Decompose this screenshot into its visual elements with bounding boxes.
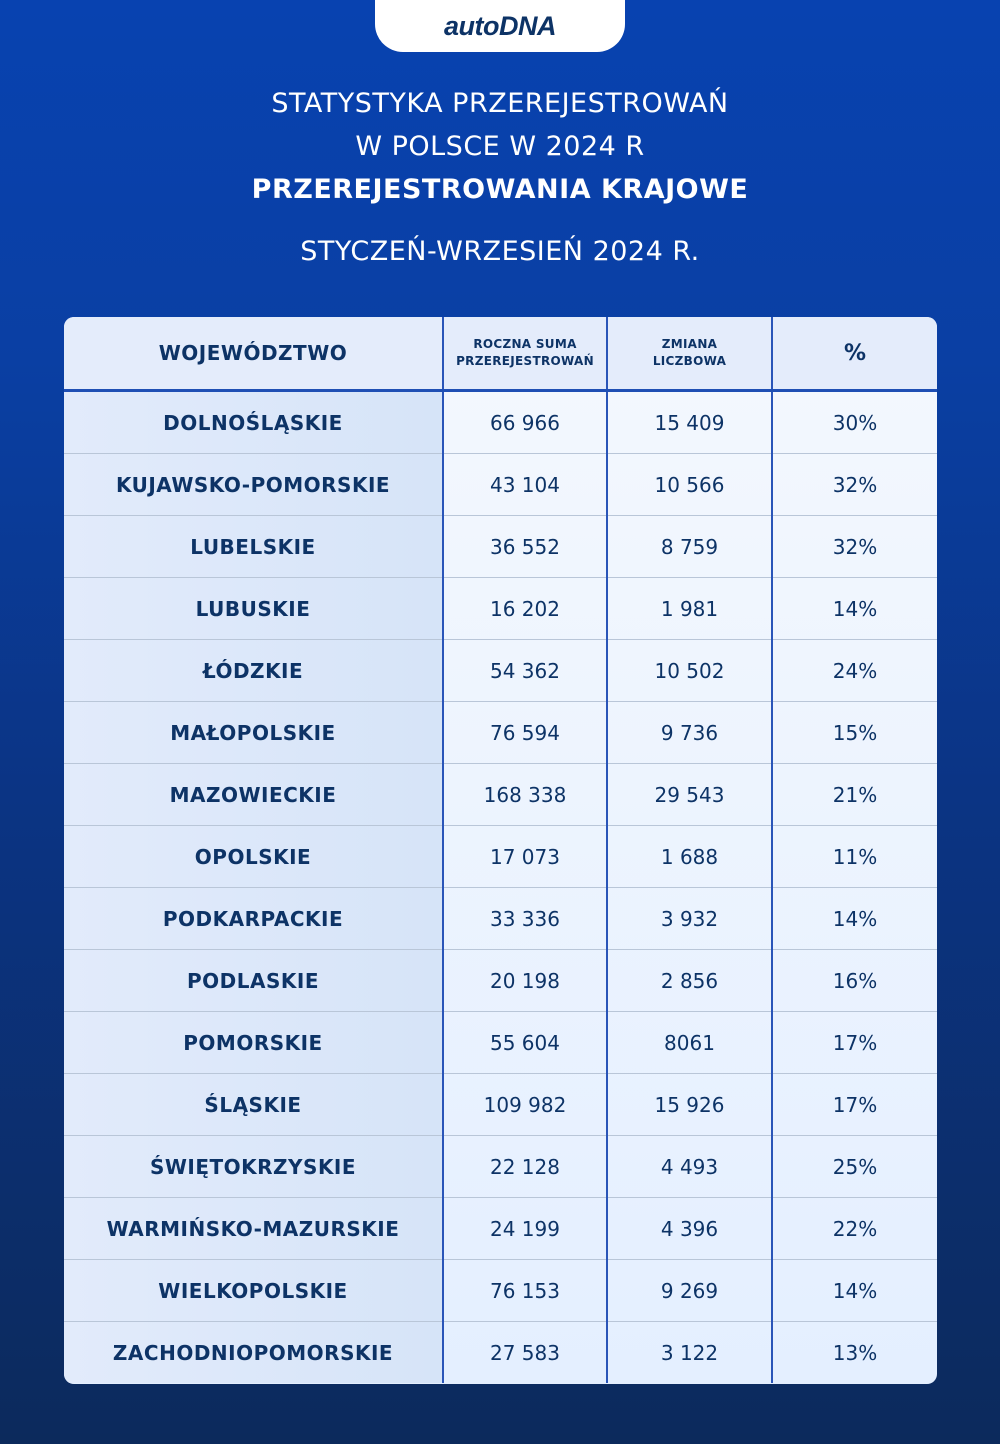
region-cell: ZACHODNIOPOMORSKIE — [64, 1321, 443, 1383]
region-cell: ŁÓDZKIE — [64, 639, 443, 702]
change-cell: 1 688 — [606, 825, 772, 888]
annual-sum-cell: 109 982 — [442, 1073, 607, 1136]
region-cell: LUBUSKIE — [64, 577, 443, 640]
percent-cell: 13% — [771, 1321, 937, 1383]
annual-sum-cell: 16 202 — [442, 577, 607, 640]
annual-sum-cell: 168 338 — [442, 763, 607, 826]
table-row: POMORSKIE 55 604 8061 17% — [64, 1011, 937, 1074]
annual-sum-cell: 17 073 — [442, 825, 607, 888]
header-change-line2: LICZBOWA — [652, 354, 727, 368]
table-row: MAŁOPOLSKIE 76 594 9 736 15% — [64, 701, 937, 764]
header-change-line1: ZMIANA — [661, 337, 718, 351]
annual-sum-cell: 33 336 — [442, 887, 607, 950]
percent-cell: 14% — [771, 1259, 937, 1322]
table-row: PODLASKIE 20 198 2 856 16% — [64, 949, 937, 1012]
page-header: STATYSTYKA PRZEREJESTROWAŃ W POLSCE W 20… — [0, 82, 1000, 267]
percent-cell: 11% — [771, 825, 937, 888]
table-row: DOLNOŚLĄSKIE 66 966 15 409 30% — [64, 390, 937, 454]
region-cell: PODKARPACKIE — [64, 887, 443, 950]
change-cell: 9 736 — [606, 701, 772, 764]
percent-cell: 25% — [771, 1135, 937, 1198]
header-percent: % — [771, 317, 937, 392]
percent-cell: 17% — [771, 1011, 937, 1074]
title-line-2: W POLSCE W 2024 R — [355, 131, 645, 162]
percent-cell: 15% — [771, 701, 937, 764]
annual-sum-cell: 36 552 — [442, 515, 607, 578]
region-cell: OPOLSKIE — [64, 825, 443, 888]
change-cell: 1 981 — [606, 577, 772, 640]
annual-sum-cell: 43 104 — [442, 453, 607, 516]
region-cell: WIELKOPOLSKIE — [64, 1259, 443, 1322]
percent-cell: 22% — [771, 1197, 937, 1260]
header-annual-sum: ROCZNA SUMA PRZEREJESTROWAŃ — [442, 317, 607, 392]
annual-sum-cell: 66 966 — [442, 390, 607, 454]
region-cell: WARMIŃSKO-MAZURSKIE — [64, 1197, 443, 1260]
change-cell: 8061 — [606, 1011, 772, 1074]
percent-cell: 17% — [771, 1073, 937, 1136]
change-cell: 3 932 — [606, 887, 772, 950]
logo-tab: autoDNA — [375, 0, 625, 52]
region-cell: POMORSKIE — [64, 1011, 443, 1074]
region-cell: LUBELSKIE — [64, 515, 443, 578]
table-row: ŚWIĘTOKRZYSKIE 22 128 4 493 25% — [64, 1135, 937, 1198]
autodna-logo: autoDNA — [444, 10, 557, 41]
annual-sum-cell: 76 594 — [442, 701, 607, 764]
statistics-table: WOJEWÓDZTWO ROCZNA SUMA PRZEREJESTROWAŃ … — [64, 317, 937, 1383]
percent-cell: 16% — [771, 949, 937, 1012]
table-row: LUBUSKIE 16 202 1 981 14% — [64, 577, 937, 640]
table-row: PODKARPACKIE 33 336 3 932 14% — [64, 887, 937, 950]
annual-sum-cell: 27 583 — [442, 1321, 607, 1383]
period-subtitle: STYCZEŃ-WRZESIEŃ 2024 R. — [300, 236, 700, 267]
table-row: WARMIŃSKO-MAZURSKIE 24 199 4 396 22% — [64, 1197, 937, 1260]
annual-sum-cell: 54 362 — [442, 639, 607, 702]
table-header: WOJEWÓDZTWO ROCZNA SUMA PRZEREJESTROWAŃ … — [64, 317, 937, 392]
region-cell: KUJAWSKO-POMORSKIE — [64, 453, 443, 516]
table-row: KUJAWSKO-POMORSKIE 43 104 10 566 32% — [64, 453, 937, 516]
percent-cell: 14% — [771, 887, 937, 950]
percent-cell: 14% — [771, 577, 937, 640]
change-cell: 4 396 — [606, 1197, 772, 1260]
change-cell: 9 269 — [606, 1259, 772, 1322]
change-cell: 15 926 — [606, 1073, 772, 1136]
region-cell: ŚLĄSKIE — [64, 1073, 443, 1136]
annual-sum-cell: 55 604 — [442, 1011, 607, 1074]
change-cell: 4 493 — [606, 1135, 772, 1198]
table-row: ŁÓDZKIE 54 362 10 502 24% — [64, 639, 937, 702]
table-row: ZACHODNIOPOMORSKIE 27 583 3 122 13% — [64, 1321, 937, 1383]
header-annual-sum-line1: ROCZNA SUMA — [473, 337, 577, 351]
change-cell: 10 566 — [606, 453, 772, 516]
annual-sum-cell: 20 198 — [442, 949, 607, 1012]
annual-sum-cell: 22 128 — [442, 1135, 607, 1198]
region-cell: ŚWIĘTOKRZYSKIE — [64, 1135, 443, 1198]
percent-cell: 24% — [771, 639, 937, 702]
change-cell: 15 409 — [606, 390, 772, 454]
table-body: DOLNOŚLĄSKIE 66 966 15 409 30% KUJAWSKO-POMO… — [64, 390, 937, 1383]
title-line-1: STATYSTYKA PRZEREJESTROWAŃ — [271, 88, 729, 119]
header-region: WOJEWÓDZTWO — [64, 317, 443, 392]
annual-sum-cell: 76 153 — [442, 1259, 607, 1322]
table-row: LUBELSKIE 36 552 8 759 32% — [64, 515, 937, 578]
title-line-3: PRZEREJESTROWANIA KRAJOWE — [251, 174, 749, 205]
region-cell: MAŁOPOLSKIE — [64, 701, 443, 764]
header-change: ZMIANA LICZBOWA — [606, 317, 772, 392]
percent-cell: 21% — [771, 763, 937, 826]
percent-cell: 32% — [771, 453, 937, 516]
percent-cell: 30% — [771, 390, 937, 454]
table-row: ŚLĄSKIE 109 982 15 926 17% — [64, 1073, 937, 1136]
region-cell: DOLNOŚLĄSKIE — [64, 390, 443, 454]
region-cell: PODLASKIE — [64, 949, 443, 1012]
header-annual-sum-line2: PRZEREJESTROWAŃ — [456, 354, 594, 368]
change-cell: 2 856 — [606, 949, 772, 1012]
table-row: OPOLSKIE 17 073 1 688 11% — [64, 825, 937, 888]
percent-cell: 32% — [771, 515, 937, 578]
annual-sum-cell: 24 199 — [442, 1197, 607, 1260]
region-cell: MAZOWIECKIE — [64, 763, 443, 826]
table-row: MAZOWIECKIE 168 338 29 543 21% — [64, 763, 937, 826]
change-cell: 3 122 — [606, 1321, 772, 1383]
table-row: WIELKOPOLSKIE 76 153 9 269 14% — [64, 1259, 937, 1322]
statistics-table-card: WOJEWÓDZTWO ROCZNA SUMA PRZEREJESTROWAŃ … — [64, 317, 937, 1384]
change-cell: 10 502 — [606, 639, 772, 702]
change-cell: 8 759 — [606, 515, 772, 578]
change-cell: 29 543 — [606, 763, 772, 826]
